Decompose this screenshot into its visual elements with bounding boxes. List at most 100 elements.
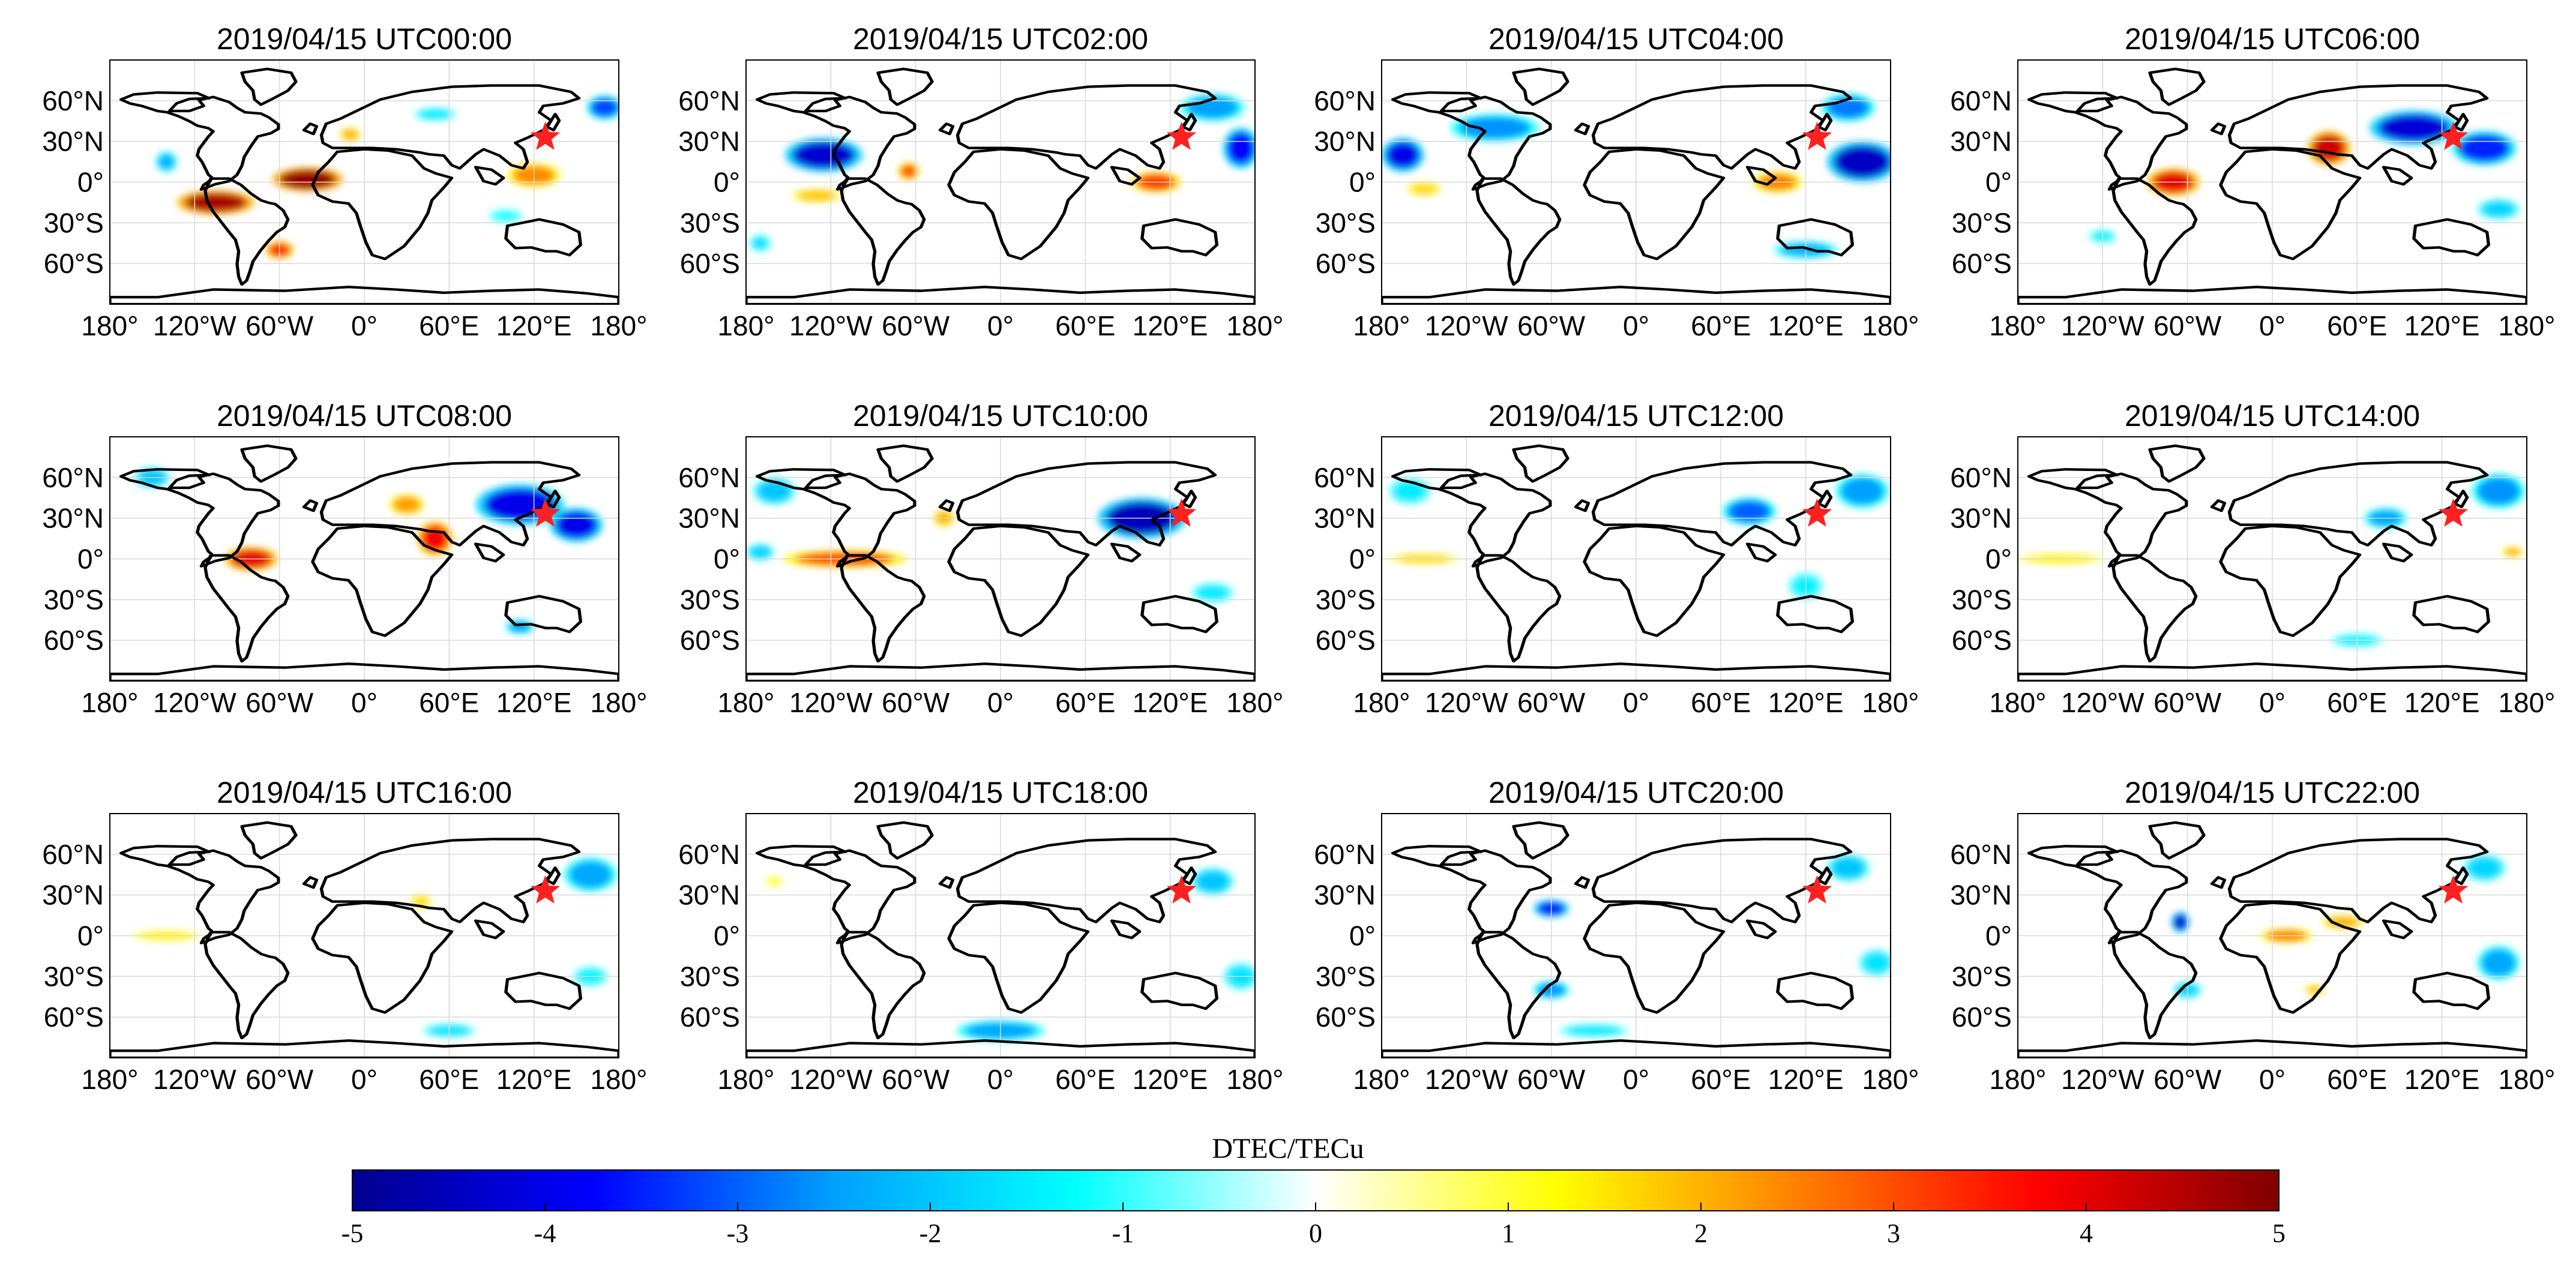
x-tick-label: 120°E <box>2404 687 2480 718</box>
x-tick-label: 60°W <box>882 310 950 341</box>
anomaly-blob <box>393 496 421 513</box>
anomaly-blob <box>158 154 175 170</box>
x-tick-label: 0° <box>2259 310 2286 341</box>
map-frame <box>745 813 1256 1058</box>
x-tick-label: 120°E <box>1768 310 1844 341</box>
x-tick-label: 120°E <box>1768 687 1844 718</box>
anomaly-blob <box>492 210 520 222</box>
y-tick-label: 60°N <box>42 85 104 116</box>
y-tick-label: 0° <box>1349 544 1376 575</box>
x-tick-label: 180° <box>2498 687 2555 718</box>
epicenter-star-icon <box>1802 875 1832 904</box>
y-tick-label: 30°S <box>1316 961 1376 992</box>
anomaly-blob <box>1841 477 1884 505</box>
y-tick-label: 0° <box>1349 920 1376 952</box>
y-tick-label: 30°S <box>680 584 740 615</box>
gridlines <box>2018 814 2527 1058</box>
y-tick-label: 30°N <box>42 126 104 157</box>
colorbar-tick-label: 3 <box>1887 1219 1900 1248</box>
y-tick-label: 0° <box>77 544 104 575</box>
anomaly-blob <box>2326 916 2361 928</box>
y-tick-label: 30°N <box>1950 503 2012 534</box>
map-panel: 2019/04/15 UTC08:00 180° 120°W 60°W 0° 60°E 12… <box>42 399 647 718</box>
anomaly-layer <box>155 95 619 259</box>
anomaly-blob <box>2173 914 2188 931</box>
anomaly-blob <box>900 164 918 178</box>
y-tick-label: 30°S <box>1316 207 1376 238</box>
panel-title: 2019/04/15 UTC06:00 <box>2125 22 2420 56</box>
y-tick-label: 30°S <box>680 961 740 992</box>
map-frame <box>1381 59 1891 305</box>
y-tick-label: 60°S <box>1316 248 1376 279</box>
x-tick-label: 0° <box>1623 310 1649 341</box>
x-tick-label: 60°W <box>1517 1064 1586 1095</box>
x-tick-label: 60°E <box>2327 310 2387 341</box>
colorbar-tick-label: -1 <box>1112 1219 1134 1248</box>
x-tick-label: 120°W <box>789 1064 873 1095</box>
panel-title: 2019/04/15 UTC12:00 <box>1488 399 1784 433</box>
x-tick-label: 120°E <box>2404 1064 2480 1095</box>
anomaly-blob <box>1196 584 1230 601</box>
x-tick-label: 60°E <box>1055 310 1115 341</box>
anomaly-blob <box>2458 134 2510 162</box>
x-tick-label: 180° <box>1226 1064 1283 1095</box>
epicenter-star-icon <box>1166 875 1197 904</box>
y-tick-label: 0° <box>77 920 104 952</box>
epicenter-star-icon <box>1166 121 1197 150</box>
x-tick-label: 60°W <box>1517 687 1586 718</box>
epicenter-star-icon <box>2438 875 2469 904</box>
anomaly-blob <box>1386 141 1420 169</box>
x-tick-label: 60°E <box>419 1064 479 1095</box>
anomaly-layer <box>131 857 618 1038</box>
epicenter-star-icon <box>2438 498 2469 527</box>
y-tick-label: 0° <box>714 920 740 952</box>
panel-title: 2019/04/15 UTC10:00 <box>853 399 1148 433</box>
map-frame <box>2017 813 2527 1058</box>
x-tick-label: 120°W <box>1425 1064 1508 1095</box>
x-tick-label: 60°W <box>1517 310 1586 341</box>
epicenter-star-icon <box>530 875 561 904</box>
y-tick-label: 60°S <box>680 625 740 656</box>
x-tick-label: 60°W <box>882 1064 950 1095</box>
map-frame <box>109 813 619 1058</box>
gridlines <box>746 437 1255 681</box>
y-tick-label: 0° <box>77 167 104 198</box>
colorbar-tick-label: -2 <box>919 1219 942 1248</box>
anomaly-blob <box>2311 134 2346 162</box>
map-frame <box>109 59 619 305</box>
y-tick-label: 30°S <box>1952 584 2012 615</box>
anomaly-blob <box>1392 480 1427 502</box>
x-tick-label: 120°E <box>496 687 572 718</box>
panel-title: 2019/04/15 UTC04:00 <box>1488 22 1784 56</box>
x-tick-label: 120°W <box>1425 687 1508 718</box>
y-tick-label: 60°S <box>1952 625 2012 656</box>
x-tick-label: 180° <box>2498 1064 2555 1095</box>
x-tick-label: 120°W <box>2061 1064 2144 1095</box>
x-tick-label: 180° <box>1989 687 2046 718</box>
x-tick-label: 60°E <box>419 310 479 341</box>
x-tick-label: 60°E <box>2327 687 2387 718</box>
y-tick-label: 60°N <box>678 462 740 493</box>
colorbar-tick-label: 5 <box>2272 1219 2286 1248</box>
x-tick-label: 120°E <box>1133 1064 1208 1095</box>
map-panel: 2019/04/15 UTC20:00 180° 120°W 60°W 0° 60°E 12… <box>1314 776 1919 1095</box>
x-tick-label: 60°W <box>2153 687 2222 718</box>
panel-title: 2019/04/15 UTC16:00 <box>217 776 512 809</box>
y-tick-label: 30°N <box>1950 880 2012 911</box>
anomaly-blob <box>2504 548 2521 556</box>
anomaly-blob <box>184 193 247 212</box>
y-tick-label: 60°S <box>680 248 740 279</box>
epicenter-star-icon <box>530 121 561 150</box>
anomaly-blob <box>1565 1025 1622 1036</box>
gridlines <box>1382 814 1891 1058</box>
anomaly-blob <box>1834 145 1891 178</box>
colorbar-tick-label: 2 <box>1694 1219 1708 1248</box>
epicenter-star-icon <box>1166 498 1197 527</box>
y-tick-label: 60°S <box>44 625 104 656</box>
y-tick-label: 30°N <box>1314 126 1376 157</box>
y-tick-label: 60°S <box>1316 1001 1376 1033</box>
y-tick-label: 30°S <box>1952 207 2012 238</box>
panel-title: 2019/04/15 UTC20:00 <box>1488 776 1784 809</box>
x-tick-label: 120°E <box>2404 310 2480 341</box>
